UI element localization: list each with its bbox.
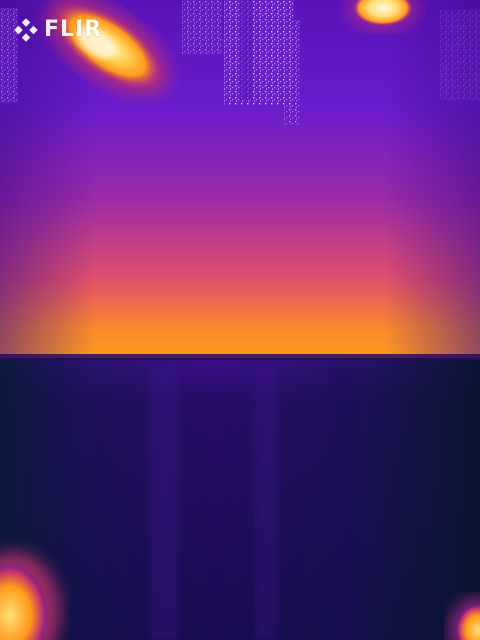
hot-spot-bottom-left xyxy=(0,552,60,640)
horizon-edge xyxy=(0,354,480,360)
hot-spot-top-left xyxy=(47,0,169,95)
hot-spot-bottom-right xyxy=(450,598,480,640)
hot-spot-top-right xyxy=(347,0,419,30)
flir-logo-text: FLIR xyxy=(44,17,103,42)
flir-diamond-logo-icon xyxy=(14,18,38,42)
flir-logo: FLIR xyxy=(14,14,102,46)
speckled-structure xyxy=(182,0,300,125)
